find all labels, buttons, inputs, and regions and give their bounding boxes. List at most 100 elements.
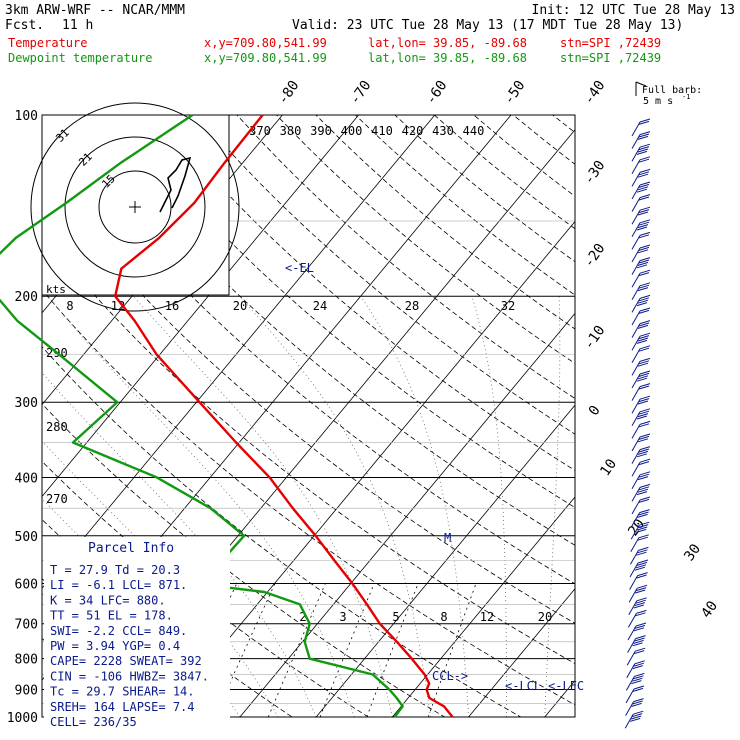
pressure-label: 1000 [7, 711, 38, 726]
wind-barb-feather [639, 307, 651, 312]
dewpoint-profile [0, 114, 404, 718]
init-time: Init: 12 UTC Tue 28 May 13 [532, 3, 736, 18]
wind-barb [631, 398, 641, 414]
isotherm-line [468, 588, 575, 717]
wind-barb-feather [639, 433, 651, 438]
wind-barb-feather [634, 660, 645, 665]
wind-barb-feather [638, 473, 650, 478]
wind-barb [631, 235, 641, 250]
isotherm-label: -50 [501, 78, 529, 108]
pw-label: 24 [313, 299, 327, 313]
hodograph-trace [159, 156, 192, 213]
moist-adiabat [239, 295, 431, 717]
wind-barb [631, 222, 641, 238]
wind-barb-feather [638, 398, 650, 403]
legend-temperature-xy: x,y=709.80,541.99 [204, 36, 327, 50]
pressure-label: 800 [15, 653, 38, 668]
wind-barb-feather [639, 420, 651, 425]
dry-adiabat [315, 115, 575, 330]
wind-barb-feather [639, 408, 651, 413]
parcel-info-row: K = 34 LFC= 880. [50, 593, 166, 607]
wind-barb-feather [638, 146, 650, 151]
wind-barb-feather [637, 337, 649, 342]
wind-barb-feather [638, 309, 650, 314]
parcel-info-row: SWI= -2.2 CCL= 849. [50, 624, 187, 638]
wind-barb-feather [633, 627, 645, 632]
barb-key-exponent: -1 [682, 93, 690, 101]
wind-barb [629, 562, 639, 578]
wind-barb-feather [637, 299, 649, 304]
wind-barb-feather [637, 559, 649, 564]
wind-barb-feather [639, 244, 651, 249]
wind-barb-feather [638, 183, 650, 188]
pressure-label: 100 [15, 109, 38, 124]
wind-barb-feather [637, 375, 649, 380]
wind-barb [631, 272, 641, 288]
wind-barb-feather [637, 148, 649, 153]
theta-label: 390 [310, 124, 332, 138]
hodograph-kts-label: kts [46, 283, 66, 296]
isotherm-label: -70 [347, 78, 375, 108]
wind-barb-feather [638, 259, 650, 264]
isotherm-line [392, 496, 575, 717]
wind-barb-feather [633, 604, 644, 609]
wind-barb [628, 600, 638, 616]
wind-barb-feather [638, 120, 650, 125]
wind-barb-feather [637, 362, 649, 367]
wind-barb-feather [638, 272, 650, 277]
dry-adiabat-label: 270 [46, 492, 68, 506]
wind-barb-feather [637, 438, 649, 443]
wind-barb-feather [636, 551, 647, 556]
mixing-ratio-line [267, 583, 326, 717]
mixing-ratio-label: 20 [538, 610, 552, 624]
wind-barb-feather [637, 400, 649, 405]
isotherm-label: -30 [581, 158, 609, 188]
wind-barb-feather [639, 156, 651, 161]
wind-barb-feather [639, 168, 651, 173]
wind-barb-feather [639, 509, 650, 514]
wind-barb [631, 260, 641, 275]
legend-temperature-stn: stn=SPI ,72439 [560, 36, 661, 50]
wind-barb [631, 298, 641, 313]
wind-barb-feather [632, 713, 643, 718]
wind-barb [631, 184, 641, 200]
wind-barb-feather [636, 377, 648, 382]
wind-barb-feather [636, 491, 648, 496]
legend-dewpoint-name: Dewpoint temperature [8, 51, 153, 65]
valid-time: Valid: 23 UTC Tue 28 May 13 (17 MDT Tue … [292, 18, 683, 33]
wind-barb-feather [637, 186, 649, 191]
wind-barb-feather [636, 339, 648, 344]
wind-barb-feather [638, 209, 650, 214]
lcl-annotation: <-LCL [505, 679, 541, 693]
wind-barb-feather [639, 282, 651, 287]
hodograph-ring [98, 170, 172, 244]
wind-barb-feather [639, 181, 651, 186]
wind-barb-feather [639, 320, 651, 325]
wind-barb-feather [636, 597, 647, 602]
wind-barb-feather [637, 536, 648, 541]
wind-barb-feather [638, 435, 650, 440]
wind-barb [631, 461, 641, 477]
dry-adiabat [196, 115, 575, 435]
wind-barb-feather [632, 665, 643, 670]
wind-barb-feather [637, 584, 648, 589]
wind-barb [624, 713, 634, 729]
wind-barb [631, 512, 641, 527]
wind-barb [631, 348, 641, 364]
wind-barb-feather [637, 526, 648, 531]
wind-barb-feather [639, 194, 651, 199]
wind-barb-feather [638, 158, 650, 163]
wind-barb [631, 159, 641, 175]
wind-barb [631, 411, 641, 427]
wind-barb-feather [635, 564, 647, 569]
legend-dewpoint-latlon: lat,lon= 39.85, -89.68 [368, 51, 527, 65]
dry-adiabat [42, 346, 522, 717]
m-annotation: M [444, 531, 451, 545]
wind-barb-feather [637, 413, 649, 418]
parcel-info-row: TT = 51 EL = 178. [50, 609, 173, 623]
isotherm-label: -10 [581, 323, 609, 353]
pressure-label: 400 [15, 471, 38, 486]
wind-barb-feather [638, 335, 650, 340]
wind-barb-feather [639, 143, 651, 148]
legend-dewpoint-xy: x,y=709.80,541.99 [204, 51, 327, 65]
